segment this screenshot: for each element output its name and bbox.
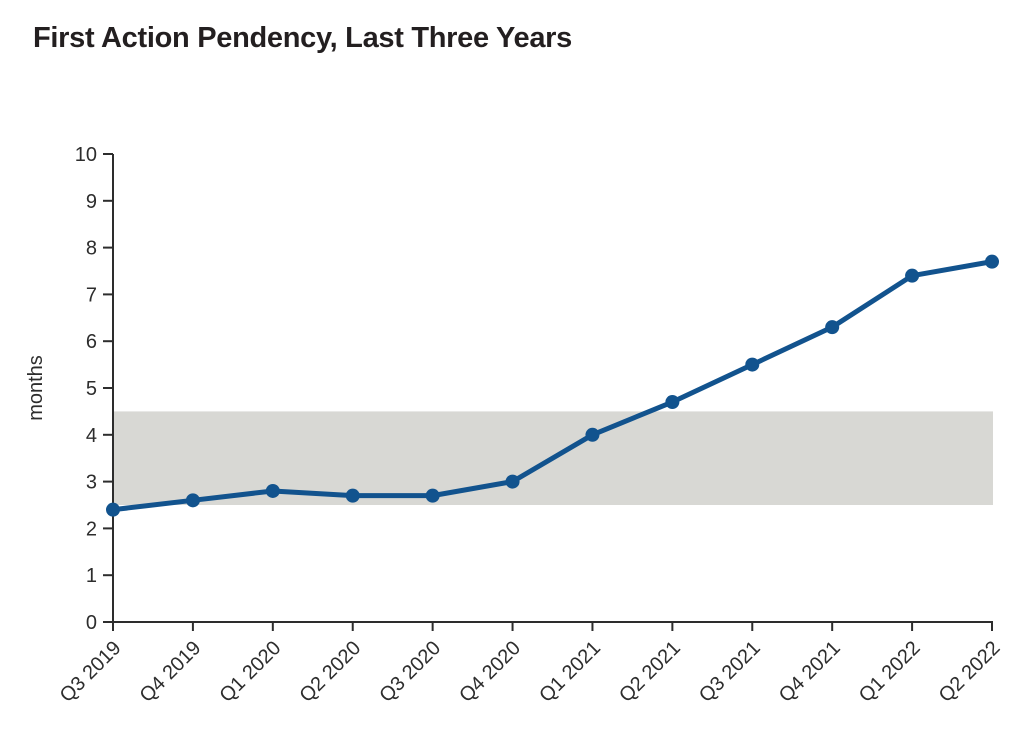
- pendency-line: [110, 259, 995, 513]
- y-tick-label: 7: [86, 284, 97, 306]
- x-tick-label: Q3 2020: [375, 637, 445, 707]
- data-point: [106, 502, 120, 517]
- data-point: [985, 254, 999, 269]
- y-tick-label: 8: [86, 238, 97, 260]
- y-axis-label: months: [25, 355, 47, 421]
- data-point: [265, 483, 280, 498]
- y-tick-label: 4: [86, 425, 97, 447]
- y-tick-label: 10: [75, 144, 97, 166]
- data-point: [905, 268, 920, 283]
- x-tick-label: Q1 2020: [216, 637, 286, 707]
- y-tick-label: 9: [86, 191, 97, 213]
- x-tick-label: Q4 2021: [775, 637, 845, 707]
- x-tick-label: Q3 2019: [56, 637, 126, 707]
- x-tick-label: Q2 2021: [615, 637, 685, 707]
- y-tick-label: 2: [86, 518, 97, 540]
- x-tick-label: Q1 2022: [855, 637, 925, 707]
- x-tick-label: Q4 2020: [455, 637, 525, 707]
- x-tick-label: Q2 2020: [295, 637, 365, 707]
- y-tick-label: 6: [86, 331, 97, 353]
- x-tick-label: Q3 2021: [695, 637, 765, 707]
- data-point: [505, 474, 520, 489]
- y-tick-label: 0: [86, 612, 97, 634]
- chart-title: First Action Pendency, Last Three Years: [33, 22, 572, 54]
- axes: [112, 154, 993, 623]
- y-tick-label: 1: [86, 565, 97, 587]
- data-point: [185, 493, 200, 508]
- data-point: [425, 488, 440, 503]
- data-point: [345, 488, 360, 503]
- data-point: [825, 320, 840, 335]
- y-tick-label: 3: [86, 472, 97, 494]
- y-tick-label: 5: [86, 378, 97, 400]
- data-point: [745, 357, 760, 372]
- x-tick-label: Q1 2021: [535, 637, 605, 707]
- data-point: [585, 427, 600, 442]
- x-tick-label: Q2 2022: [935, 637, 1005, 707]
- x-tick-label: Q4 2019: [136, 637, 206, 707]
- data-point: [665, 395, 680, 410]
